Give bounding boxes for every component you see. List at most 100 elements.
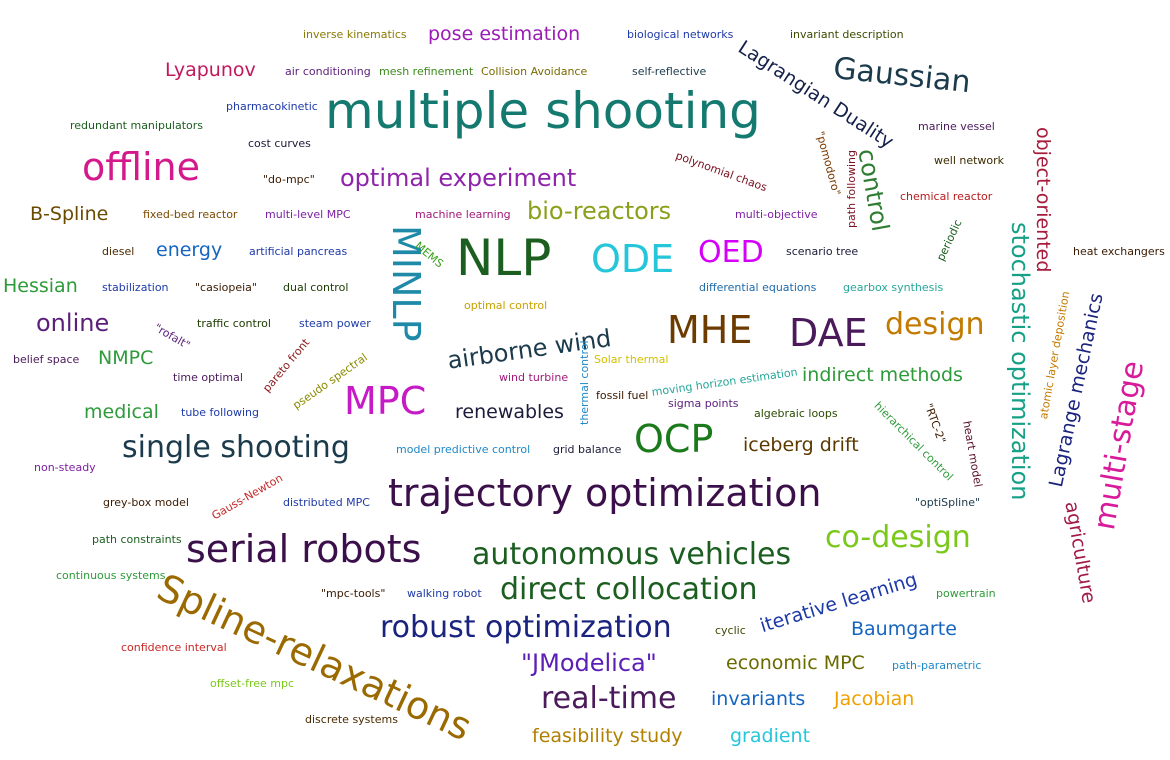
word-pareto-front: pareto front xyxy=(260,336,313,395)
word-baumgarte: Baumgarte xyxy=(851,618,957,640)
word-solar-thermal: Solar thermal xyxy=(594,353,669,366)
word-stochastic-optimization: stochastic optimization xyxy=(1006,222,1034,501)
word-real-time: real-time xyxy=(541,681,677,716)
word-inverse-kinematics: inverse kinematics xyxy=(303,28,407,41)
word-self-reflective: self-reflective xyxy=(632,65,707,78)
word-heart-model: heart model xyxy=(960,419,985,489)
word-medical: medical xyxy=(84,401,159,423)
word-biological-networks: biological networks xyxy=(627,28,734,41)
word-offline: offline xyxy=(82,145,201,189)
word-renewables: renewables xyxy=(455,401,564,423)
word-trajectory-optimization: trajectory optimization xyxy=(388,471,822,515)
word-rofalt: "rofalt" xyxy=(152,321,193,352)
word-rtc2: "RTC-2" xyxy=(921,401,949,446)
word-artificial-pancreas: artificial pancreas xyxy=(249,245,348,258)
word-pose-estimation: pose estimation xyxy=(428,23,581,45)
word-air-conditioning: air conditioning xyxy=(285,65,371,78)
word-single-shooting: single shooting xyxy=(122,430,350,465)
word-time-optimal: time optimal xyxy=(173,371,243,384)
word-gradient: gradient xyxy=(730,725,811,747)
word-algebraic-loops: algebraic loops xyxy=(754,407,838,420)
word-do-mpc: "do-mpc" xyxy=(263,173,315,186)
word-diesel: diesel xyxy=(102,245,135,258)
word-non-steady: non-steady xyxy=(34,461,96,474)
word-jacobian: Jacobian xyxy=(834,688,915,710)
word-gaussian: Gaussian xyxy=(831,51,973,101)
word-scenario-tree: scenario tree xyxy=(786,245,859,258)
word-multi-level-mpc: multi-level MPC xyxy=(265,208,351,221)
word-mpc-tools: "mpc-tools" xyxy=(321,587,386,600)
word-collision-avoidance: Collision Avoidance xyxy=(481,65,588,78)
word-steam-power: steam power xyxy=(299,317,371,330)
word-grid-balance: grid balance xyxy=(553,443,622,456)
word-tube-following: tube following xyxy=(181,406,259,419)
word-walking-robot: walking robot xyxy=(407,587,482,600)
word-redundant-manipulators: redundant manipulators xyxy=(70,119,204,132)
word-wind-turbine: wind turbine xyxy=(499,371,569,384)
word-mpc: MPC xyxy=(344,379,427,423)
word-confidence-interval: confidence interval xyxy=(121,641,227,654)
word-co-design: co-design xyxy=(825,520,971,555)
word-moving-horizon-estimation: moving horizon estimation xyxy=(650,365,799,399)
word-powertrain: powertrain xyxy=(936,587,996,600)
word-multi-stage: multi-stage xyxy=(1087,358,1152,533)
word-hessian: Hessian xyxy=(3,275,78,297)
word-path-parametric: path-parametric xyxy=(892,659,982,672)
word-energy: energy xyxy=(156,239,223,261)
word-robust-optimization: robust optimization xyxy=(380,610,672,645)
word-jmodelica: "JModelica" xyxy=(521,649,657,677)
word-nlp: NLP xyxy=(456,229,552,287)
word-chemical-reactor: chemical reactor xyxy=(900,190,993,203)
word-grey-box-model: grey-box model xyxy=(103,496,189,509)
word-differential-equations: differential equations xyxy=(699,281,817,294)
word-feasibility-study: feasibility study xyxy=(532,725,683,747)
word-pomodoro: "pomodoro" xyxy=(813,129,844,197)
word-pharmacokinetic: pharmacokinetic xyxy=(226,100,318,113)
word-traffic-control: traffic control xyxy=(197,317,271,330)
word-machine-learning: machine learning xyxy=(415,208,511,221)
word-gauss-newton: Gauss-Newton xyxy=(209,471,286,523)
word-thermal-control: thermal control xyxy=(578,340,591,425)
word-marine-vessel: marine vessel xyxy=(918,120,995,133)
word-dual-control: dual control xyxy=(283,281,349,294)
word-model-predictive-control: model predictive control xyxy=(396,443,531,456)
word-sigma-points: sigma points xyxy=(668,397,739,410)
word-design: design xyxy=(885,307,985,342)
word-cost-curves: cost curves xyxy=(248,137,311,150)
word-heat-exchangers: heat exchangers xyxy=(1073,245,1165,258)
word-object-oriented: object-oriented xyxy=(1032,127,1054,273)
word-multi-objective: multi-objective xyxy=(735,208,818,221)
word-lyapunov: Lyapunov xyxy=(165,59,256,81)
word-mhe: MHE xyxy=(667,308,753,352)
word-mesh-refinement: mesh refinement xyxy=(379,65,474,78)
word-autonomous-vehicles: autonomous vehicles xyxy=(472,537,792,572)
word-periodic: periodic xyxy=(934,217,965,264)
word-nmpc: NMPC xyxy=(98,347,154,369)
word-oed: OED xyxy=(698,235,764,270)
word-fossil-fuel: fossil fuel xyxy=(596,389,649,402)
word-optimal-control: optimal control xyxy=(464,299,548,312)
word-direct-collocation: direct collocation xyxy=(500,572,758,607)
word-distributed-mpc: distributed MPC xyxy=(283,496,370,509)
word-offset-free-mpc: offset-free mpc xyxy=(210,677,295,690)
word-multiple-shooting: multiple shooting xyxy=(325,82,761,140)
word-optimal-experiment: optimal experiment xyxy=(340,164,577,192)
word-path-constraints: path constraints xyxy=(92,533,182,546)
word-dae: DAE xyxy=(789,311,868,355)
word-well-network: well network xyxy=(934,154,1005,167)
word-indirect-methods: indirect methods xyxy=(802,364,963,386)
word-b-spline: B-Spline xyxy=(30,203,109,225)
word-invariant-description: invariant description xyxy=(790,28,904,41)
word-casiopeia: "casiopeia" xyxy=(195,281,257,294)
word-stabilization: stabilization xyxy=(102,281,169,294)
word-polynomial-chaos: polynomial chaos xyxy=(673,149,769,195)
word-discrete-systems: discrete systems xyxy=(305,713,398,726)
word-ode: ODE xyxy=(591,237,675,281)
word-belief-space: belief space xyxy=(13,353,80,366)
word-economic-mpc: economic MPC xyxy=(726,652,865,674)
word-continuous-systems: continuous systems xyxy=(56,569,166,582)
word-optispline: "optiSpline" xyxy=(915,496,981,509)
word-ocp: OCP xyxy=(634,417,714,461)
word-online: online xyxy=(36,309,110,337)
